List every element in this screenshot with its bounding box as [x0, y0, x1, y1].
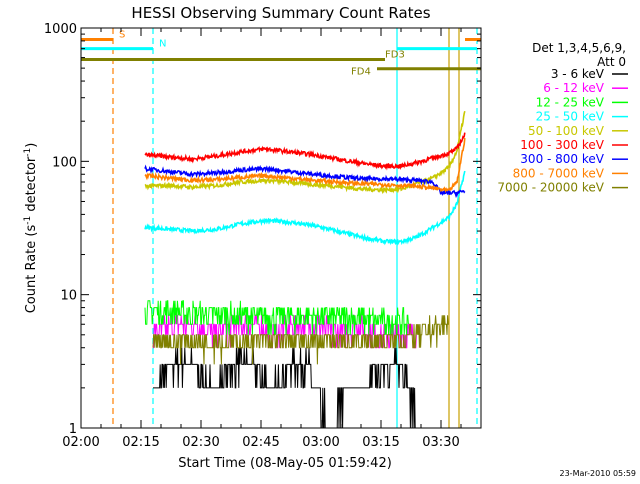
x-tick-label: 03:15 — [362, 435, 399, 450]
state-bar-label: FD4 — [351, 67, 371, 78]
x-tick-label: 03:00 — [302, 435, 339, 450]
legend-entry-label: 100 - 300 keV — [520, 138, 604, 152]
series-line — [144, 170, 466, 246]
series-line — [144, 300, 409, 336]
legend-entry-label: 25 - 50 keV — [536, 110, 605, 124]
y-axis-label: Count Rate (s-1 detector-1) — [23, 143, 39, 314]
series-layer — [144, 111, 466, 429]
legend-entry-label: 3 - 6 keV — [551, 67, 605, 81]
series-line — [152, 315, 449, 365]
x-tick-label: 02:00 — [62, 435, 99, 450]
legend-header-line-2: Att 0 — [597, 55, 626, 69]
series-line — [144, 132, 466, 171]
legend-entry-label: 6 - 12 keV — [543, 81, 605, 95]
x-tick-label: 02:15 — [122, 435, 159, 450]
legend-entry-label: 12 - 25 keV — [536, 95, 605, 109]
legend-entry-label: 300 - 800 keV — [520, 152, 604, 166]
y-tick-label: 100 — [52, 155, 77, 170]
state-bar-label: N — [159, 39, 166, 50]
x-tick-label: 02:45 — [242, 435, 279, 450]
legend-entry-label: 7000 - 20000 keV — [497, 181, 604, 195]
axes-layer: 1 10 100 1000 02:00 02:15 02:30 02:45 03:00 03:15… — [44, 22, 482, 450]
timestamp: 23-Mar-2010 05:59 — [560, 469, 637, 478]
y-tick-label: 1 — [69, 422, 77, 437]
y-tick-label: 1000 — [44, 22, 77, 37]
legend-entry-label: 800 - 7000 keV — [513, 166, 605, 180]
y-tick-label: 10 — [60, 289, 77, 304]
chart-title: HESSI Observing Summary Count Rates — [131, 4, 430, 22]
legend-header-line-1: Det 1,3,4,5,6,9, — [532, 41, 626, 55]
x-axis-label: Start Time (08-May-05 01:59:42) — [178, 456, 392, 471]
series-line — [153, 347, 417, 429]
state-bars-layer: S N FD3 FD4 — [81, 29, 481, 78]
series-line — [144, 137, 466, 194]
state-bar-label: S — [119, 29, 125, 40]
state-bar-label: FD3 — [385, 50, 405, 61]
legend-entry-label: 50 - 100 keV — [528, 124, 605, 138]
series-line — [144, 164, 466, 199]
x-tick-label: 03:30 — [422, 435, 459, 450]
x-tick-label: 02:30 — [182, 435, 219, 450]
